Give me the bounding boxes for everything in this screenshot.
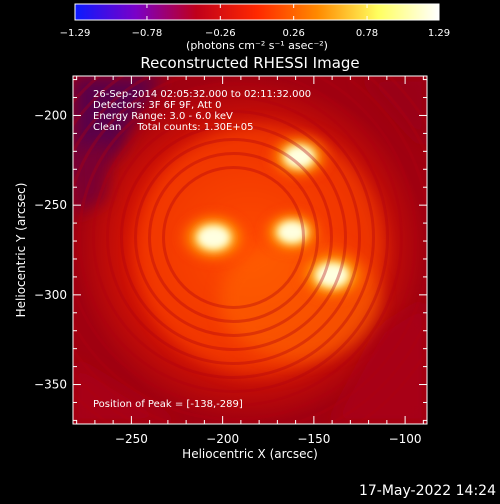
annotation-peak-position: Position of Peak = [-138,-289] [93, 399, 243, 410]
y-tick-label: −350 [34, 378, 67, 392]
colorbar [74, 3, 440, 21]
annotation-clean-counts: Clean Total counts: 1.30E+05 [93, 122, 253, 133]
bright-source-core [197, 226, 230, 249]
ripple-artifact [148, 151, 320, 323]
colorbar-tick-label: −0.26 [205, 28, 236, 39]
x-tick-label: −100 [389, 432, 422, 446]
y-tick-label: −200 [34, 108, 67, 122]
ripple-artifact [78, 81, 390, 393]
ripple-artifact [162, 165, 306, 309]
x-tick-label: −200 [206, 432, 239, 446]
colorbar-tick-label: −1.29 [60, 28, 91, 39]
colorbar-tick-label: −0.78 [132, 28, 163, 39]
colorbar-unit-label: (photons cm⁻² s⁻¹ asec⁻²) [186, 39, 328, 52]
x-axis-label: Heliocentric X (arcsec) [182, 447, 318, 461]
heatmap-image [73, 76, 427, 424]
bright-source-core [284, 146, 314, 167]
y-tick-label: −250 [34, 198, 67, 212]
x-tick-label: −150 [297, 432, 330, 446]
y-axis: −200 −250 −300 −350 [34, 79, 427, 421]
y-tick-label: −300 [34, 288, 67, 302]
x-tick-label: −250 [115, 432, 148, 446]
colorbar-tick-label: 1.29 [428, 28, 450, 39]
annotation-time-range: 26-Sep-2014 02:05:32.000 to 02:11:32.000 [93, 89, 311, 100]
colorbar-ticks: −1.29 −0.78 −0.26 0.26 0.78 1.29 [60, 4, 450, 39]
chart-title: Reconstructed RHESSI Image [140, 54, 359, 72]
bright-source-core [316, 264, 349, 287]
ripple-artifact [73, 76, 403, 407]
ripple-artifact [134, 137, 334, 337]
annotation-energy-range: Energy Range: 3.0 - 6.0 keV [93, 111, 233, 122]
plot-frame [72, 75, 428, 425]
ripple-artifact [92, 95, 376, 379]
y-axis-label: Heliocentric Y (arcsec) [14, 183, 28, 318]
ripple-artifact [73, 76, 417, 421]
bright-source-core [277, 222, 307, 242]
ripple-artifact [106, 109, 362, 365]
colorbar-tick-label: 0.78 [356, 28, 378, 39]
colorbar-tick-label: 0.26 [283, 28, 305, 39]
footer-date: 17-May-2022 14:24 [359, 483, 496, 499]
annotation-detectors: Detectors: 3F 6F 9F, Att 0 [93, 100, 221, 111]
ripple-artifact [120, 123, 348, 351]
x-axis: −250 −200 −150 −100 [76, 76, 424, 446]
